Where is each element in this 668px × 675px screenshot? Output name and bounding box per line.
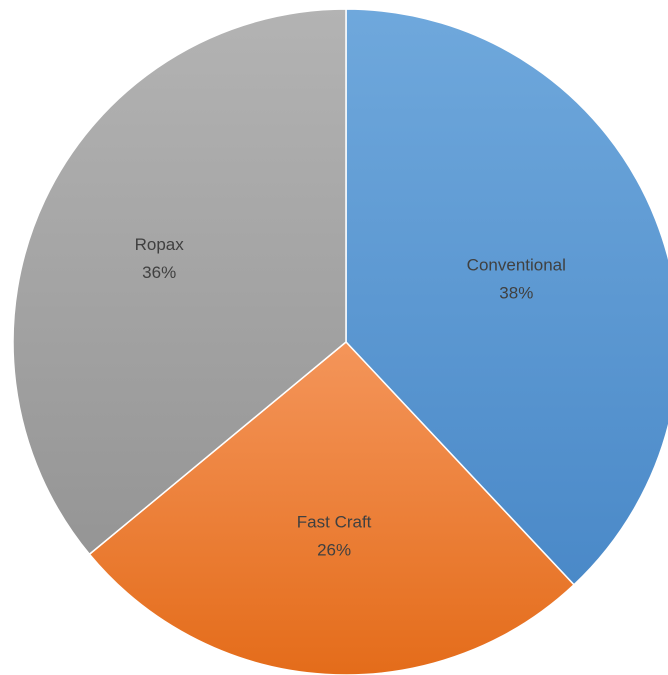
slice-label-conventional: Conventional 38% (467, 256, 566, 303)
slice-category-name: Ropax (135, 235, 185, 254)
slice-category-name: Conventional (467, 256, 566, 275)
slice-percent-label: 26% (317, 540, 351, 559)
slice-percent-label: 36% (142, 263, 176, 282)
slice-label-fast-craft: Fast Craft 26% (297, 512, 372, 559)
slice-category-name: Fast Craft (297, 512, 372, 531)
slice-label-ropax: Ropax 36% (135, 235, 185, 282)
pie-labels: Conventional 38% Fast Craft 26% Ropax 36% (135, 235, 566, 559)
pie-slice-conventional (345, 8, 668, 586)
slice-percent-label: 38% (499, 284, 533, 303)
pie-slice-ropax (12, 8, 347, 556)
pie-slices (12, 8, 668, 675)
pie-slice-fast-craft (88, 340, 576, 675)
